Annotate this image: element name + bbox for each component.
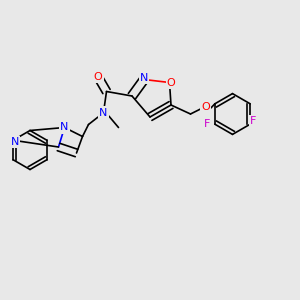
Text: F: F — [250, 116, 256, 126]
Text: O: O — [167, 77, 176, 88]
Text: F: F — [204, 119, 211, 129]
Text: N: N — [11, 137, 19, 147]
Text: N: N — [99, 107, 108, 118]
Text: N: N — [60, 122, 69, 133]
Text: N: N — [140, 73, 148, 83]
Text: O: O — [201, 101, 210, 112]
Text: O: O — [94, 72, 103, 82]
